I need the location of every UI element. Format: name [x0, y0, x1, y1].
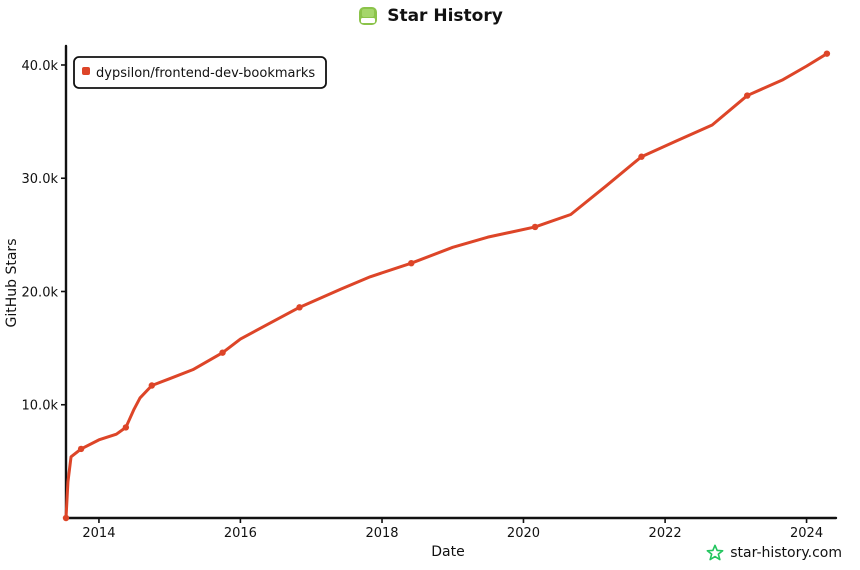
x-axis-title: Date — [431, 544, 464, 560]
data-point — [296, 304, 303, 311]
legend-label: dypsilon/frontend-dev-bookmarks — [96, 66, 315, 81]
chart-title: Star History — [0, 2, 860, 30]
legend-swatch — [82, 67, 90, 75]
watermark[interactable]: star-history.com — [706, 544, 842, 562]
data-point — [531, 223, 539, 231]
star-history-logo-icon — [359, 7, 378, 25]
legend-box — [73, 56, 327, 89]
y-tick-label: 20.0k — [22, 285, 59, 300]
x-tick-label: 2018 — [365, 526, 398, 541]
data-point — [77, 445, 85, 453]
series-line — [64, 52, 829, 520]
data-point — [823, 50, 831, 57]
chart-title-text: Star History — [387, 6, 503, 26]
x-tick-label: 2014 — [82, 526, 115, 541]
x-tick-label: 2024 — [790, 526, 823, 541]
data-point — [62, 514, 70, 522]
x-tick-label: 2020 — [507, 526, 540, 541]
star-outline-icon — [706, 544, 724, 561]
y-axis-line — [64, 44, 68, 520]
y-tick-label: 30.0k — [22, 172, 59, 187]
y-axis-title: GitHub Stars — [4, 239, 20, 328]
y-tick-label: 40.0k — [22, 59, 59, 74]
data-point — [148, 382, 156, 389]
x-axis-line — [64, 516, 838, 520]
data-point — [219, 349, 226, 356]
x-tick-label: 2022 — [649, 526, 682, 541]
x-tick-label: 2016 — [224, 526, 257, 541]
data-point — [408, 259, 415, 267]
watermark-text: star-history.com — [730, 545, 842, 561]
y-tick-label: 10.0k — [22, 399, 59, 414]
data-point — [638, 153, 645, 160]
data-point — [744, 92, 751, 99]
data-point — [122, 424, 130, 431]
